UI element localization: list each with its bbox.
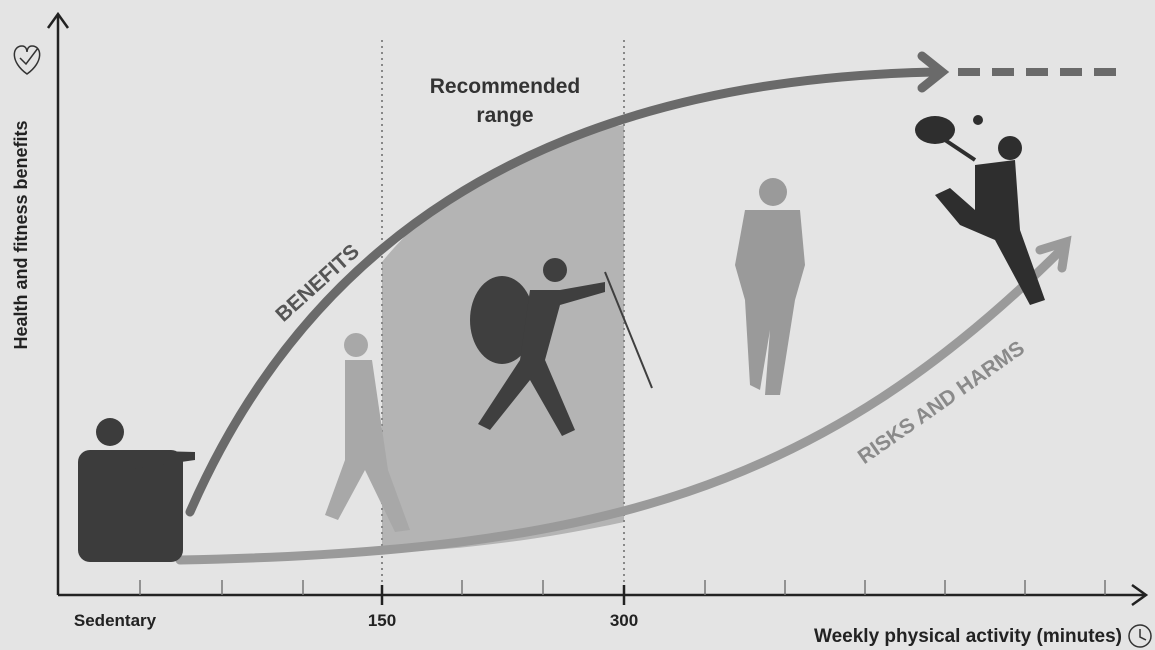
minor-ticks — [139, 580, 1106, 595]
x-label-sedentary: Sedentary — [74, 611, 157, 630]
tennis-player — [915, 115, 1045, 305]
risks-curve — [175, 243, 1068, 565]
heart-icon — [13, 45, 41, 75]
x-label-150: 150 — [368, 611, 396, 630]
benefits-arrow — [917, 51, 950, 93]
sedentary-figure — [78, 418, 195, 562]
walking-woman — [325, 333, 410, 532]
benefits-curve — [185, 67, 940, 517]
hiker — [470, 258, 653, 436]
range-title-line-1: Recommended — [430, 75, 581, 98]
runner — [735, 178, 805, 395]
x-label-300: 300 — [610, 611, 638, 630]
x-axis-label: Weekly physical activity (minutes) — [814, 626, 1122, 647]
risks-arrow — [1035, 235, 1072, 273]
y-axis-label: Health and fitness benefits — [11, 120, 31, 349]
range-title-line-2: range — [476, 104, 533, 127]
clock-icon — [1128, 624, 1152, 648]
axes — [46, 11, 1149, 607]
